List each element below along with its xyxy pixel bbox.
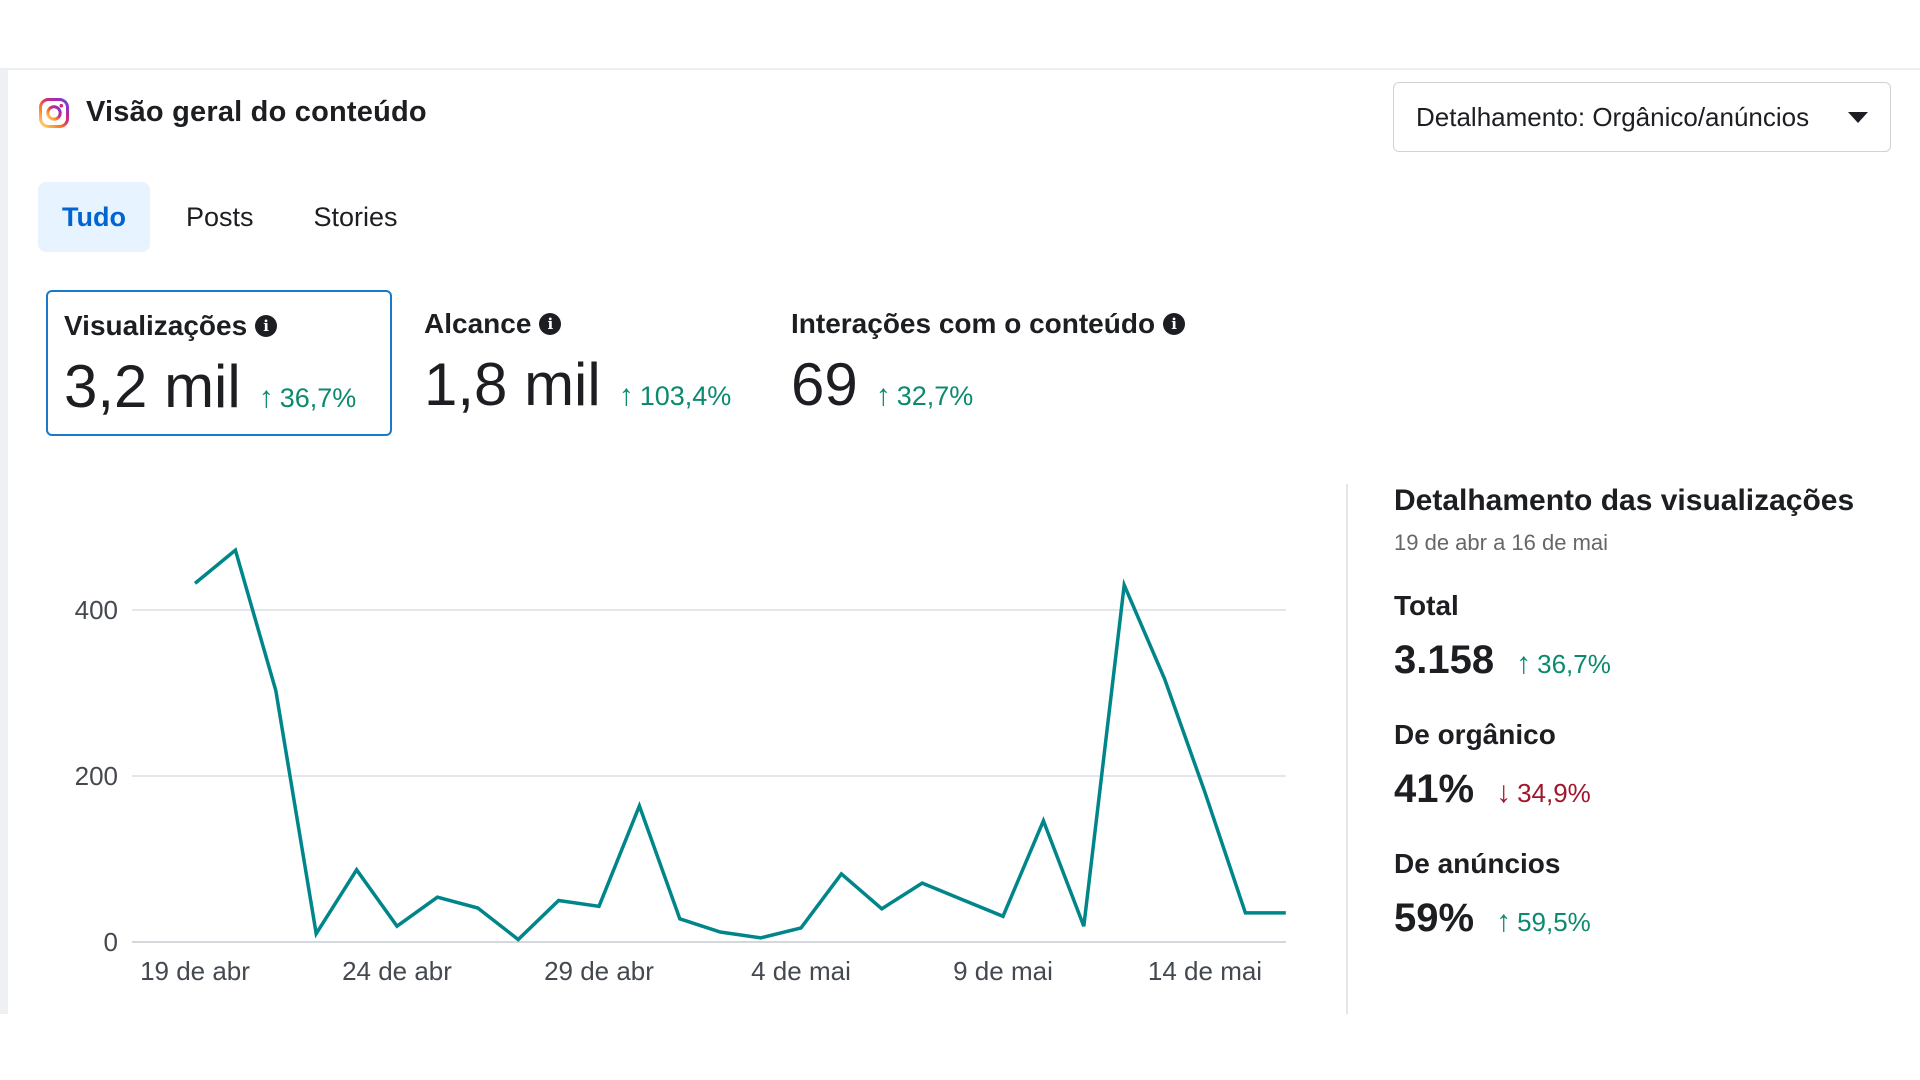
tab-stories[interactable]: Stories bbox=[313, 201, 398, 232]
stat-value: 3.158 bbox=[1394, 638, 1495, 682]
stat-delta-value: 34,9% bbox=[1517, 778, 1591, 808]
metric-value-row: 1,8 mil ↑ 103,4% bbox=[424, 350, 731, 419]
panel-title: Detalhamento das visualizações bbox=[1394, 484, 1855, 517]
arrow-down-icon: ↓ bbox=[1496, 776, 1512, 809]
metric-value-row: 69 ↑ 32,7% bbox=[791, 350, 973, 419]
stat-delta-value: 36,7% bbox=[1537, 649, 1611, 679]
x-tick-label: 29 de abr bbox=[544, 956, 654, 986]
x-tick-label: 9 de mai bbox=[953, 956, 1053, 986]
metric-delta-value: 103,4% bbox=[639, 381, 732, 411]
metric-delta: ↑ 36,7% bbox=[259, 381, 357, 415]
x-tick-label: 4 de mai bbox=[751, 956, 851, 986]
stat-delta: ↑ 59,5% bbox=[1496, 905, 1591, 939]
caret-down-icon bbox=[1848, 111, 1868, 123]
y-tick-label: 200 bbox=[75, 761, 118, 791]
info-icon[interactable]: i bbox=[1163, 313, 1186, 335]
arrow-up-icon: ↑ bbox=[1496, 905, 1512, 938]
panel-date-range: 19 de abr a 16 de mai bbox=[1394, 530, 1609, 555]
metric-value: 3,2 mil bbox=[64, 353, 241, 420]
metric-card-interactions[interactable]: Interações com o conteúdo i 69 ↑ 32,7% bbox=[775, 290, 1235, 436]
arrow-up-icon: ↑ bbox=[875, 379, 891, 412]
y-tick-label: 400 bbox=[75, 595, 118, 625]
y-tick-label: 0 bbox=[104, 927, 118, 957]
section-header: Visão geral do conteúdo bbox=[38, 96, 427, 129]
metric-label: Interações com o conteúdo bbox=[791, 308, 1156, 339]
metric-card-reach[interactable]: Alcance i 1,8 mil ↑ 103,4% bbox=[408, 290, 758, 436]
metric-label-row: Alcance i bbox=[424, 308, 562, 340]
stat-ads: De anúncios 59% ↑ 59,5% bbox=[1394, 848, 1894, 941]
x-tick-label: 19 de abr bbox=[140, 956, 250, 986]
metric-label: Alcance bbox=[424, 308, 532, 339]
views-line-chart: 0 200 400 19 de abr 24 de abr 29 de abr 4 de m… bbox=[75, 547, 1286, 986]
instagram-icon bbox=[38, 97, 70, 129]
stat-organic: De orgânico 41% ↓ 34,9% bbox=[1394, 719, 1894, 812]
page-title: Visão geral do conteúdo bbox=[86, 96, 427, 128]
stat-delta: ↓ 34,9% bbox=[1496, 776, 1591, 810]
metric-label: Visualizações bbox=[64, 310, 248, 341]
metric-delta: ↑ 32,7% bbox=[876, 379, 974, 413]
stat-label: De orgânico bbox=[1394, 719, 1556, 750]
tab-all[interactable]: Tudo bbox=[38, 182, 150, 252]
left-rail bbox=[0, 70, 8, 1014]
metric-card-views[interactable]: Visualizações i 3,2 mil ↑ 36,7% bbox=[46, 290, 392, 436]
metric-label-row: Visualizações i bbox=[64, 310, 278, 342]
info-icon[interactable]: i bbox=[539, 313, 562, 335]
vertical-divider bbox=[1346, 484, 1348, 1014]
x-tick-label: 24 de abr bbox=[342, 956, 452, 986]
tab-posts[interactable]: Posts bbox=[185, 201, 254, 232]
content-tabs: Tudo Posts Stories bbox=[38, 182, 422, 252]
stat-row: 41% ↓ 34,9% bbox=[1394, 767, 1894, 812]
metric-value: 69 bbox=[791, 351, 858, 418]
breakdown-dropdown[interactable]: Detalhamento: Orgânico/anúncios bbox=[1393, 82, 1891, 152]
stat-label: De anúncios bbox=[1394, 848, 1561, 879]
stat-row: 59% ↑ 59,5% bbox=[1394, 896, 1894, 941]
metric-delta-value: 36,7% bbox=[279, 383, 357, 413]
arrow-up-icon: ↑ bbox=[1516, 647, 1532, 680]
x-tick-label: 14 de mai bbox=[1148, 956, 1262, 986]
metric-label-row: Interações com o conteúdo i bbox=[791, 308, 1186, 340]
info-icon[interactable]: i bbox=[255, 315, 278, 337]
stat-delta: ↑ 36,7% bbox=[1516, 647, 1611, 681]
metric-delta: ↑ 103,4% bbox=[619, 379, 732, 413]
top-divider bbox=[0, 68, 1920, 70]
arrow-up-icon: ↑ bbox=[618, 379, 634, 412]
arrow-up-icon: ↑ bbox=[258, 381, 274, 414]
views-breakdown-panel: Detalhamento das visualizações 19 de abr… bbox=[1394, 484, 1894, 941]
stat-row: 3.158 ↑ 36,7% bbox=[1394, 638, 1894, 683]
stat-label: Total bbox=[1394, 590, 1459, 621]
breakdown-dropdown-label: Detalhamento: Orgânico/anúncios bbox=[1416, 101, 1810, 132]
series-line bbox=[193, 547, 1286, 942]
metric-delta-value: 32,7% bbox=[896, 381, 974, 411]
metric-value-row: 3,2 mil ↑ 36,7% bbox=[64, 352, 356, 421]
metric-value: 1,8 mil bbox=[424, 351, 601, 418]
stat-value: 41% bbox=[1394, 767, 1475, 811]
stat-delta-value: 59,5% bbox=[1517, 907, 1591, 937]
stat-total: Total 3.158 ↑ 36,7% bbox=[1394, 590, 1894, 683]
stat-value: 59% bbox=[1394, 896, 1475, 940]
